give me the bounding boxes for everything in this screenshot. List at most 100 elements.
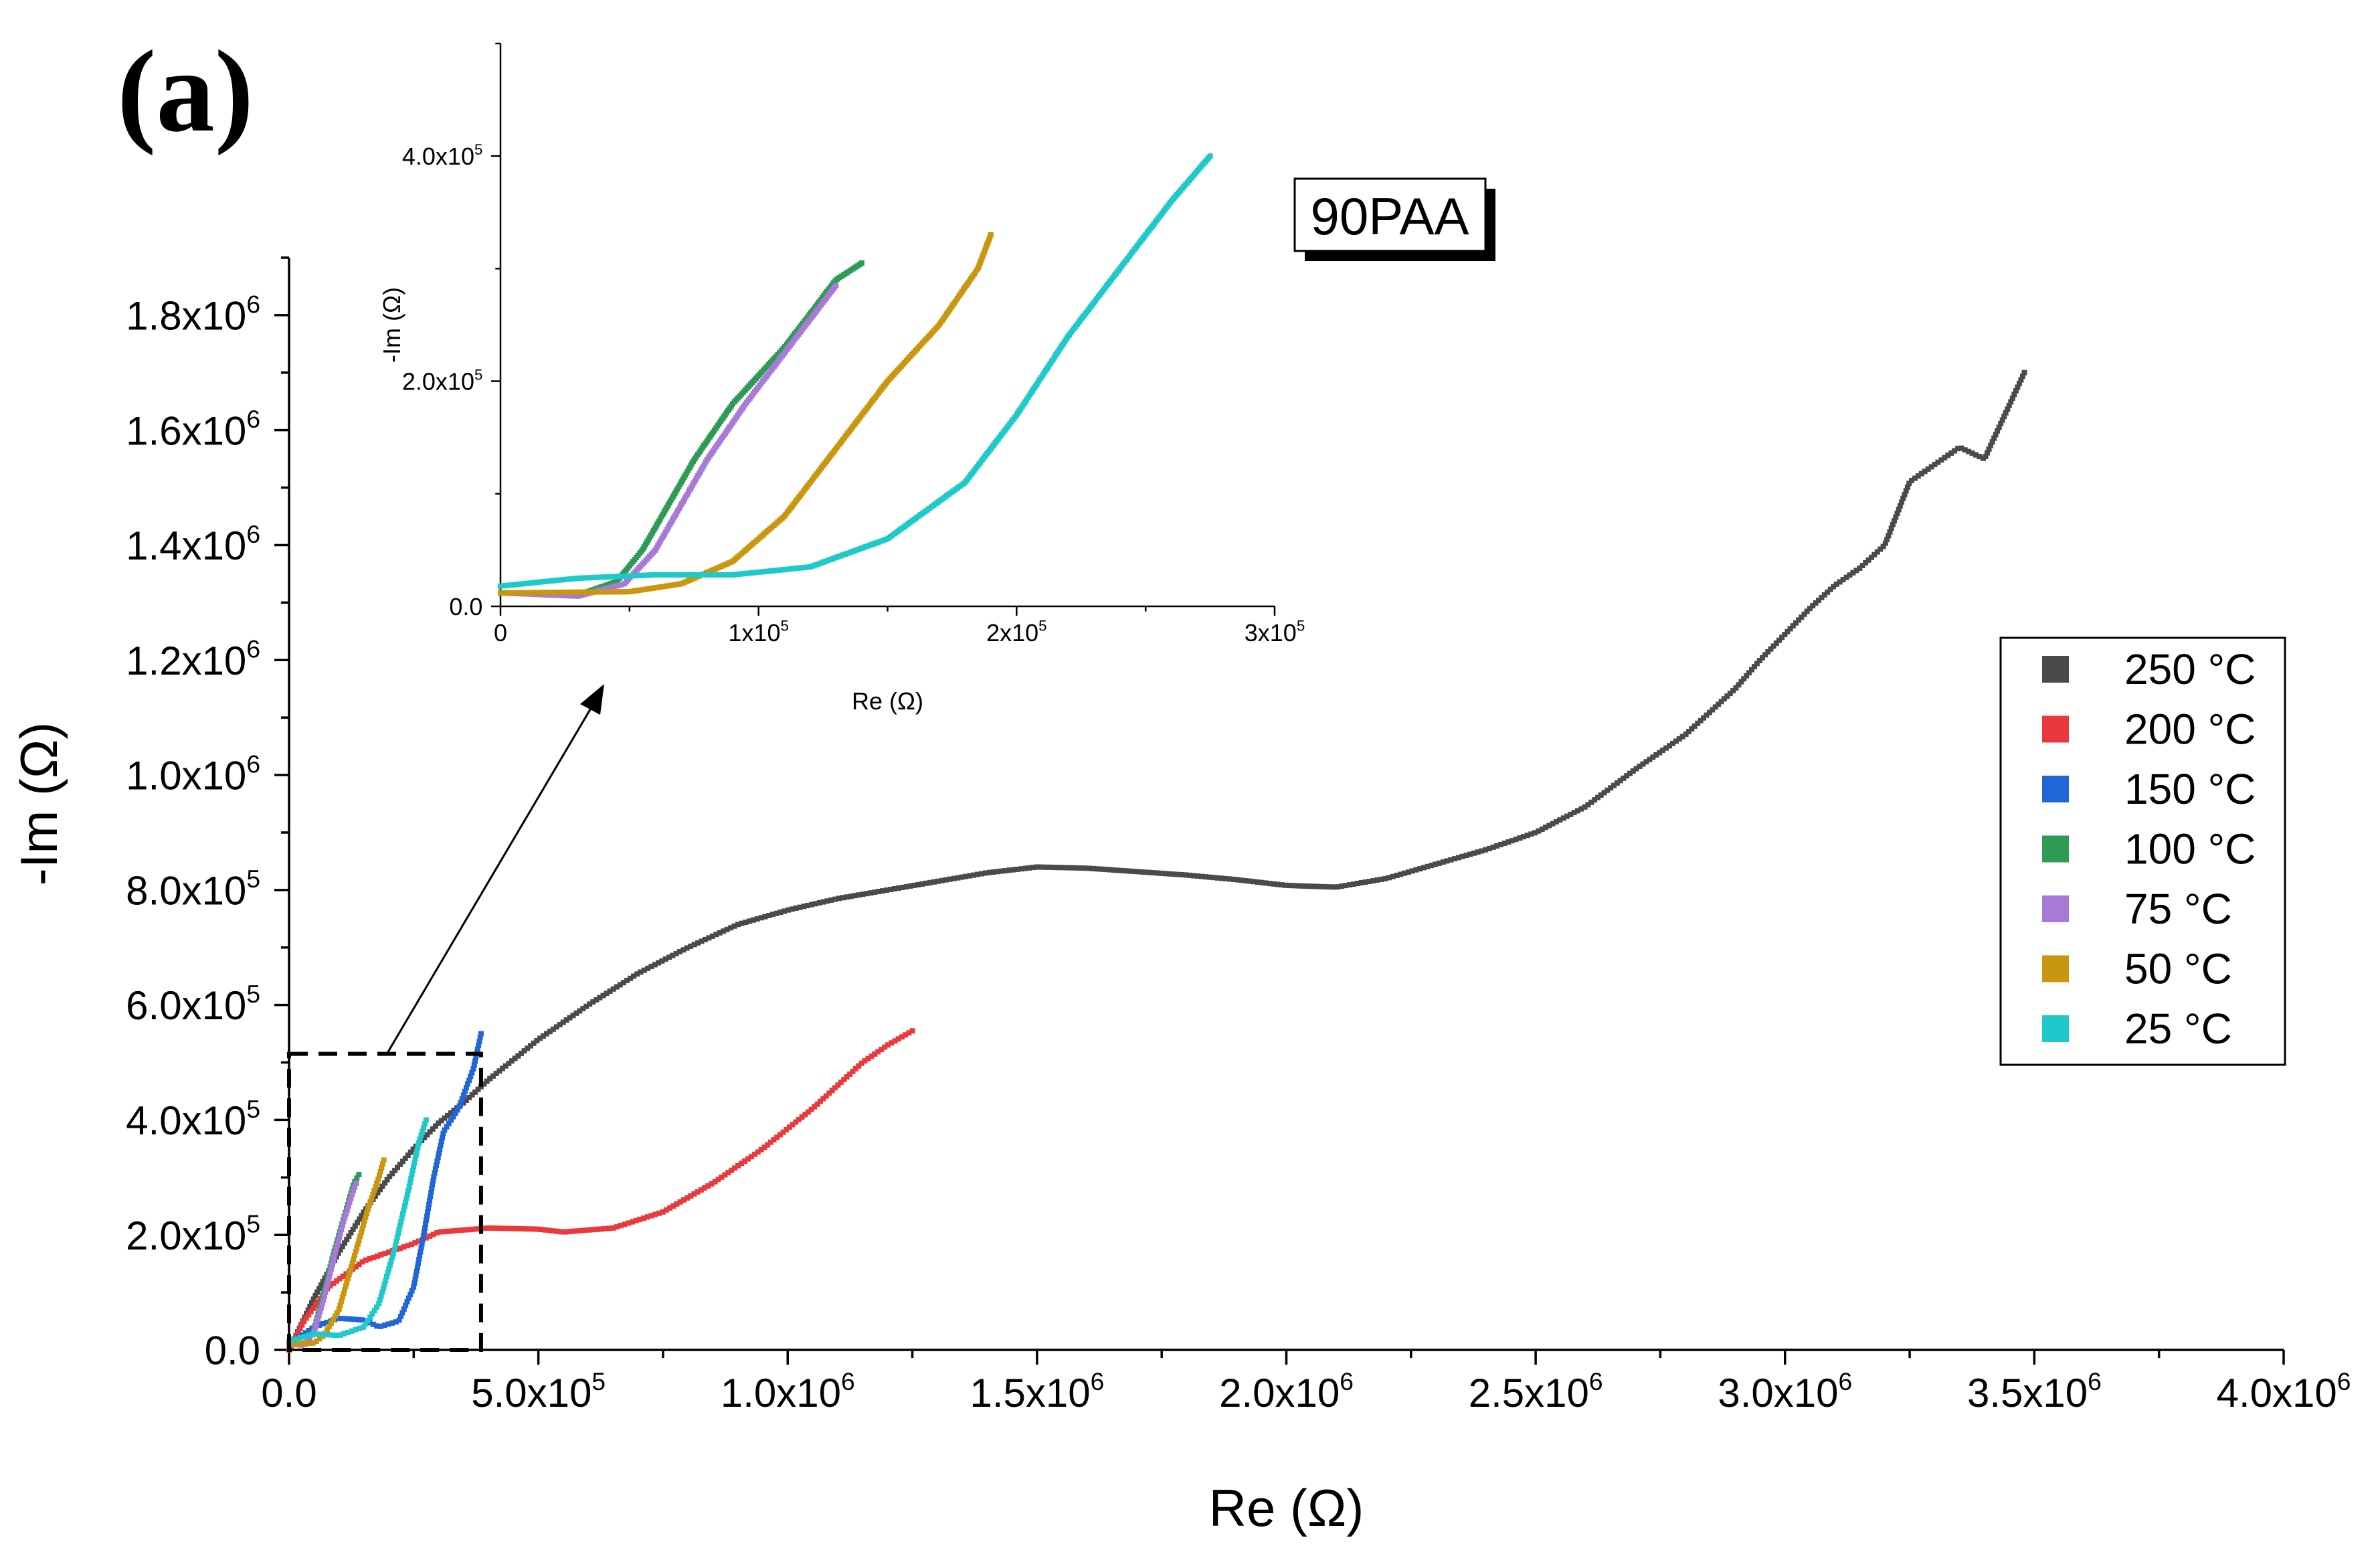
- data-point: [1902, 492, 1908, 498]
- main-y-tick-label: 1.4x106: [126, 520, 260, 568]
- data-point: [762, 914, 768, 920]
- data-point: [1455, 855, 1461, 861]
- data-point: [1718, 699, 1724, 705]
- data-point: [1793, 620, 1799, 626]
- data-point: [823, 1093, 829, 1099]
- data-point: [1816, 598, 1821, 603]
- data-point: [790, 1122, 796, 1128]
- data-point: [864, 891, 870, 897]
- data-point: [717, 930, 723, 936]
- data-point: [315, 1299, 321, 1305]
- data-point: [1370, 878, 1376, 883]
- data-point: [470, 1226, 476, 1232]
- data-point: [391, 1250, 396, 1256]
- data-point: [310, 1305, 316, 1311]
- data-point: [314, 1316, 321, 1322]
- data-point: [340, 1274, 346, 1279]
- data-point: [1925, 466, 1931, 472]
- data-point: [761, 1144, 767, 1150]
- data-point: [979, 871, 984, 877]
- data-point: [1467, 851, 1473, 857]
- data-point: [833, 282, 839, 288]
- data-point: [684, 945, 690, 951]
- data-point: [325, 1332, 331, 1338]
- data-point: [780, 1129, 786, 1135]
- data-point: [1918, 470, 1924, 477]
- main-y-axis-title: -Im (Ω): [9, 722, 68, 886]
- data-point: [409, 1172, 415, 1178]
- main-x-tick-label: 3.0x106: [1718, 1367, 1852, 1415]
- data-point: [1892, 518, 1898, 524]
- data-point: [427, 1233, 433, 1239]
- data-point: [1859, 563, 1865, 568]
- data-point: [1915, 473, 1921, 479]
- data-point: [816, 900, 822, 906]
- data-point: [809, 901, 815, 908]
- data-point: [332, 1313, 338, 1319]
- data-point: [306, 1312, 312, 1318]
- data-point: [349, 1191, 355, 1197]
- data-point: [375, 1190, 381, 1196]
- data-point: [1932, 462, 1938, 468]
- legend-marker-200: [2042, 715, 2069, 743]
- data-point: [747, 918, 753, 924]
- data-point: [885, 1042, 891, 1048]
- data-point: [1083, 865, 1089, 871]
- legend-marker-50: [2042, 955, 2069, 982]
- data-point: [478, 1031, 484, 1037]
- data-point: [836, 895, 842, 901]
- data-point: [674, 572, 680, 578]
- data-point: [350, 1226, 356, 1232]
- data-point: [384, 1274, 389, 1280]
- data-point: [398, 1314, 403, 1319]
- data-point: [1171, 871, 1177, 877]
- data-point: [351, 1253, 357, 1258]
- data-point: [935, 878, 941, 884]
- data-point: [481, 1081, 487, 1087]
- data-point: [1255, 879, 1261, 885]
- data-point: [401, 1203, 407, 1209]
- data-point: [534, 1226, 540, 1232]
- data-point: [1909, 478, 1914, 483]
- data-point: [1721, 696, 1727, 702]
- data-point: [1676, 736, 1682, 742]
- data-point: [343, 1316, 349, 1322]
- data-point: [1833, 581, 1839, 587]
- data-point: [990, 869, 996, 875]
- data-point: [2001, 414, 2007, 420]
- data-point: [466, 1078, 472, 1083]
- data-point: [1847, 572, 1853, 578]
- data-point: [1429, 863, 1435, 869]
- data-point: [436, 1150, 442, 1156]
- data-point: [1790, 623, 1796, 629]
- data-point: [1079, 865, 1085, 871]
- data-point: [820, 1096, 826, 1102]
- data-point: [1985, 450, 1990, 456]
- data-point: [805, 1109, 811, 1115]
- data-point: [448, 1117, 454, 1123]
- data-point: [698, 1187, 704, 1193]
- data-point: [1821, 592, 1827, 598]
- data-point: [1614, 780, 1620, 786]
- data-point: [1386, 875, 1392, 881]
- data-point: [1251, 879, 1257, 885]
- data-point: [425, 1209, 431, 1215]
- data-point: [1973, 452, 1979, 458]
- data-point: [1195, 873, 1200, 879]
- data-point: [826, 1090, 832, 1096]
- data-point: [354, 1245, 360, 1251]
- data-point: [408, 1241, 414, 1247]
- data-point: [1071, 865, 1077, 871]
- data-point: [644, 1214, 650, 1220]
- data-point: [862, 1058, 868, 1064]
- data-point: [1187, 872, 1192, 878]
- data-point: [1886, 533, 1892, 539]
- data-point: [812, 1104, 818, 1110]
- data-point: [1311, 883, 1317, 889]
- data-point: [706, 935, 712, 941]
- data-point: [695, 940, 701, 946]
- data-point: [290, 1337, 296, 1343]
- data-point: [430, 1178, 436, 1184]
- data-point: [1863, 559, 1869, 566]
- data-point: [645, 965, 651, 971]
